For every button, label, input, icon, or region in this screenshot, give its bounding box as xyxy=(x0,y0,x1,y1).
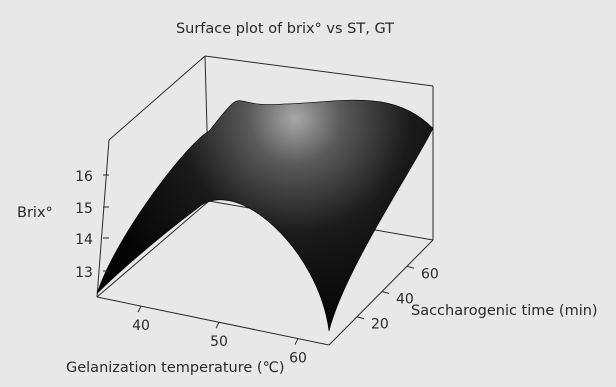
x-tick-label-60: 60 xyxy=(289,351,307,367)
y-tick-label-60: 60 xyxy=(421,266,439,282)
tick-labels: 13 14 15 16 40 50 60 20 40 60 xyxy=(75,169,439,367)
floor-left-edge xyxy=(96,200,210,298)
chart-title: Surface plot of brix° vs ST, GT xyxy=(176,21,394,37)
z-tick-label-15: 15 xyxy=(75,201,93,217)
z-axis-label: Brix° xyxy=(17,205,53,221)
x-tick-40 xyxy=(137,305,142,313)
x-tick-label-50: 50 xyxy=(210,334,228,350)
top-back-edge xyxy=(204,55,434,87)
response-surface xyxy=(96,99,434,332)
x-tick-60 xyxy=(294,338,299,345)
y-tick-60 xyxy=(406,265,415,269)
z-tick-label-14: 14 xyxy=(75,232,93,248)
floor-right-edge xyxy=(328,239,434,346)
y-tick-40 xyxy=(381,291,390,294)
front-left-vertical-edge xyxy=(96,139,110,298)
x-axis-label: Gelanization temperature (℃) xyxy=(66,360,285,376)
y-tick-label-20: 20 xyxy=(371,317,389,333)
y-tick-20 xyxy=(356,316,365,320)
x-tick-label-40: 40 xyxy=(132,318,150,334)
y-axis-label: Saccharogenic time (min) xyxy=(411,303,598,319)
z-tick-label-13: 13 xyxy=(75,265,93,281)
y-tick-label-40: 40 xyxy=(396,291,414,307)
tick-marks xyxy=(103,174,415,345)
floor-front-edge xyxy=(96,296,330,346)
z-tick-label-16: 16 xyxy=(75,169,93,185)
top-left-edge xyxy=(108,55,206,141)
x-tick-50 xyxy=(215,322,220,329)
